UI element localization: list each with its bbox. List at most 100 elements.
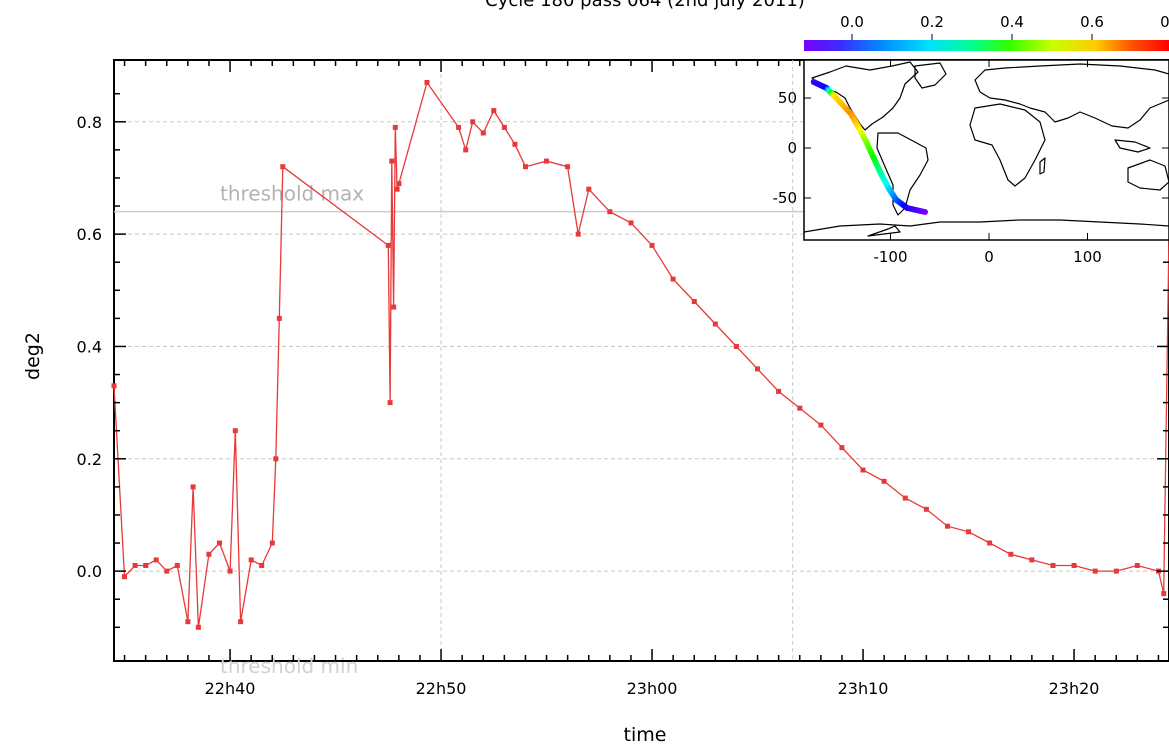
data-point bbox=[1071, 563, 1077, 568]
y-tick-labels: 0.0 0.2 0.4 0.6 0.8 bbox=[77, 113, 102, 581]
colorbar-tick-label: 0.8 bbox=[1160, 13, 1169, 31]
y-tick-label: 0.8 bbox=[77, 113, 102, 132]
data-point bbox=[470, 119, 476, 125]
chart-title: Cycle 180 pass 064 (2nd july 2011) bbox=[485, 0, 805, 11]
data-point bbox=[185, 619, 191, 625]
data-point bbox=[881, 478, 887, 484]
series-group bbox=[111, 80, 1169, 630]
data-point bbox=[269, 540, 275, 546]
x-tick-labels: 22h40 22h50 23h00 23h10 23h20 bbox=[205, 679, 1100, 698]
map-x-tick-label: 0 bbox=[984, 248, 994, 266]
data-point bbox=[1134, 563, 1140, 568]
map-ticks bbox=[804, 60, 1169, 240]
x-axis-label: time bbox=[624, 724, 667, 746]
data-point bbox=[248, 557, 254, 563]
satellite-track bbox=[810, 79, 928, 215]
y-axis-label: deg2 bbox=[22, 332, 44, 380]
y-tick-label: 0.0 bbox=[77, 562, 102, 581]
data-point bbox=[1113, 568, 1119, 574]
data-point bbox=[945, 523, 950, 529]
colorbar-tick-label: 0.4 bbox=[1000, 13, 1024, 31]
data-point bbox=[391, 304, 397, 310]
data-point bbox=[396, 181, 402, 187]
data-point bbox=[565, 164, 571, 170]
data-point bbox=[860, 467, 866, 473]
data-point bbox=[512, 141, 518, 147]
y-tick-label: 0.6 bbox=[77, 225, 102, 244]
data-point bbox=[424, 80, 430, 85]
data-point bbox=[491, 108, 497, 114]
data-point bbox=[164, 568, 170, 574]
x-tick-label: 23h10 bbox=[838, 679, 889, 698]
data-point bbox=[923, 506, 929, 512]
data-point bbox=[195, 624, 201, 630]
data-point bbox=[387, 400, 393, 406]
data-point bbox=[586, 186, 592, 192]
colorbar bbox=[804, 40, 1169, 51]
data-point bbox=[712, 321, 718, 327]
data-point bbox=[1092, 568, 1098, 574]
data-point bbox=[190, 484, 196, 490]
threshold-min-label: threshold min bbox=[220, 654, 358, 678]
data-point bbox=[153, 557, 159, 563]
data-point bbox=[456, 124, 462, 130]
data-point bbox=[227, 568, 233, 574]
data-point bbox=[544, 158, 549, 164]
map-frame bbox=[803, 59, 1169, 241]
data-point bbox=[628, 220, 634, 226]
track-point bbox=[922, 209, 928, 215]
data-point bbox=[966, 529, 972, 535]
data-point bbox=[143, 563, 149, 568]
series-line bbox=[113, 81, 1169, 628]
data-point bbox=[902, 495, 908, 501]
colorbar-tick-label: 0.0 bbox=[840, 13, 864, 31]
data-point bbox=[276, 315, 282, 321]
data-point bbox=[797, 405, 803, 411]
data-point bbox=[480, 130, 486, 136]
colorbar-ticks: 0.0 0.2 0.4 0.6 0.8 bbox=[840, 13, 1169, 40]
data-point bbox=[273, 456, 279, 462]
data-point bbox=[501, 124, 507, 130]
data-point bbox=[217, 540, 222, 546]
x-tick-label: 23h20 bbox=[1049, 679, 1100, 698]
data-point bbox=[670, 276, 676, 282]
data-point bbox=[463, 147, 469, 153]
colorbar-tick-label: 0.6 bbox=[1080, 13, 1104, 31]
y-tick-label: 0.2 bbox=[77, 450, 102, 469]
data-point bbox=[523, 164, 528, 170]
data-point bbox=[238, 619, 244, 625]
x-tick-label: 23h00 bbox=[627, 679, 678, 698]
map-y-tick-label: 50 bbox=[778, 89, 797, 107]
data-point bbox=[174, 563, 180, 568]
inset-map: 0.0 0.2 0.4 0.6 0.8 -100 0 100 50 0 -50 bbox=[773, 13, 1169, 266]
x-tick-label: 22h50 bbox=[416, 679, 467, 698]
map-y-tick-label: -50 bbox=[773, 189, 798, 207]
map-y-tick-label: 0 bbox=[787, 139, 797, 157]
map-x-tick-label: 100 bbox=[1073, 248, 1102, 266]
data-point bbox=[111, 383, 117, 389]
data-point bbox=[259, 563, 265, 568]
data-point bbox=[839, 445, 845, 451]
data-point bbox=[1029, 557, 1035, 563]
data-point bbox=[1050, 563, 1056, 568]
data-point bbox=[987, 540, 993, 546]
y-tick-label: 0.4 bbox=[77, 337, 102, 356]
data-point bbox=[607, 209, 613, 215]
data-point bbox=[1161, 591, 1167, 597]
data-point bbox=[394, 186, 400, 192]
data-point bbox=[776, 388, 782, 394]
data-point bbox=[132, 563, 138, 568]
data-point bbox=[649, 242, 655, 248]
map-x-tick-label: -100 bbox=[873, 248, 907, 266]
data-point bbox=[385, 242, 391, 248]
data-point bbox=[280, 164, 286, 170]
data-point bbox=[389, 158, 395, 164]
data-point bbox=[206, 551, 212, 557]
data-point bbox=[232, 428, 238, 434]
data-point bbox=[691, 299, 697, 304]
data-point bbox=[1008, 551, 1014, 557]
data-point bbox=[122, 574, 127, 580]
x-tick-label: 22h40 bbox=[205, 679, 256, 698]
data-point bbox=[733, 344, 739, 349]
